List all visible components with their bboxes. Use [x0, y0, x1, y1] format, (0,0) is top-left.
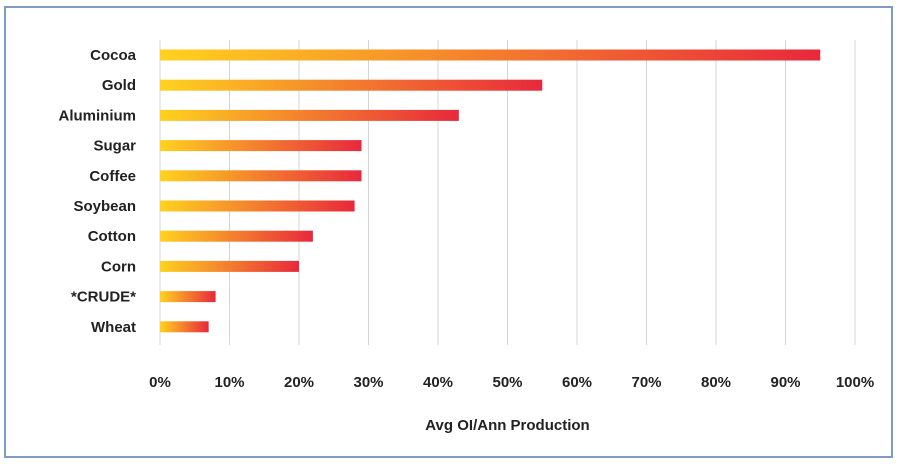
bar-corn [160, 260, 299, 272]
category-labels: Cocoa Gold Aluminium Sugar Coffee Soybean Cott… [59, 47, 137, 336]
category-label: *CRUDE* [71, 289, 136, 306]
bar-aluminium [160, 109, 459, 121]
category-label: Soybean [73, 198, 136, 215]
x-tick-label: 60% [562, 374, 592, 391]
bar-soybean [160, 200, 355, 212]
category-label: Gold [102, 77, 136, 94]
bar-crude [160, 291, 216, 303]
x-tick-label: 50% [492, 374, 522, 391]
x-tick-label: 0% [149, 374, 171, 391]
category-label: Cotton [88, 228, 136, 245]
category-label: Cocoa [90, 47, 137, 64]
bar-wheat [160, 321, 209, 333]
x-tick-label: 100% [836, 374, 874, 391]
bar-gold [160, 79, 543, 91]
x-axis-title: Avg OI/Ann Production [425, 417, 589, 434]
x-tick-label: 10% [214, 374, 244, 391]
x-tick-labels: 0% 10% 20% 30% 40% 50% 60% 70% 80% 90% 100% [149, 374, 874, 391]
bars [160, 49, 821, 333]
x-tick-label: 30% [353, 374, 383, 391]
category-label: Sugar [93, 138, 136, 155]
bar-coffee [160, 170, 362, 182]
x-tick-label: 90% [770, 374, 800, 391]
category-label: Corn [101, 258, 136, 275]
x-tick-label: 40% [423, 374, 453, 391]
x-tick-label: 80% [701, 374, 731, 391]
category-label: Wheat [91, 319, 136, 336]
category-label: Aluminium [59, 107, 137, 124]
x-tick-label: 70% [631, 374, 661, 391]
bar-cotton [160, 230, 313, 242]
bar-sugar [160, 140, 362, 152]
x-tick-label: 20% [284, 374, 314, 391]
category-label: Coffee [89, 168, 136, 185]
bar-cocoa [160, 49, 821, 61]
